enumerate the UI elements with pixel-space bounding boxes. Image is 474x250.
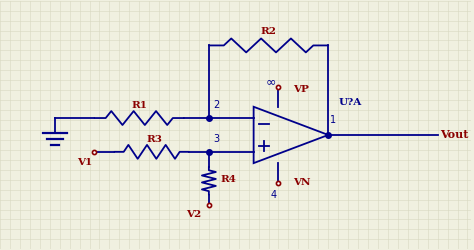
Text: V2: V2 [186,210,201,220]
Text: 4: 4 [271,190,277,200]
Text: ∞: ∞ [265,75,276,88]
Text: R4: R4 [221,175,237,184]
Text: R1: R1 [131,101,147,110]
Text: R2: R2 [261,28,276,36]
Text: VP: VP [293,85,310,94]
Text: Vout: Vout [439,130,468,140]
Text: U?A: U?A [338,98,361,107]
Text: 2: 2 [214,100,220,110]
Text: V1: V1 [77,158,92,167]
Text: 3: 3 [214,134,220,144]
Text: 1: 1 [330,115,336,125]
Text: VN: VN [293,178,311,187]
Text: R3: R3 [146,135,162,144]
